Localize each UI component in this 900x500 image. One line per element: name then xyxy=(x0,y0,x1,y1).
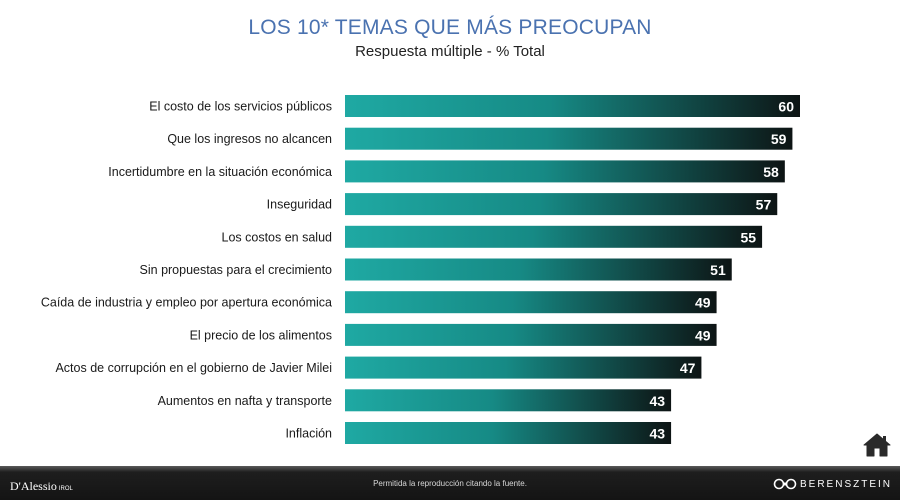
value-label: 55 xyxy=(741,229,757,245)
value-label: 47 xyxy=(680,360,696,376)
value-label: 60 xyxy=(778,99,794,115)
home-icon[interactable] xyxy=(862,432,892,458)
bar xyxy=(345,291,717,314)
category-label: Que los ingresos no alcancen xyxy=(167,132,332,146)
bar xyxy=(345,422,672,444)
bar xyxy=(345,389,672,412)
bar xyxy=(345,127,793,150)
berensztein-logo: BERENSZTEIN xyxy=(773,478,892,490)
bar xyxy=(345,258,732,281)
value-label: 49 xyxy=(695,295,711,311)
category-label: Incertidumbre en la situación económica xyxy=(108,165,332,179)
value-label: 43 xyxy=(650,426,666,442)
footer-bar: D'Alessio IROL Permitida la reproducción … xyxy=(0,466,900,500)
category-label: Inflación xyxy=(285,427,332,441)
value-label: 59 xyxy=(771,131,787,147)
bar xyxy=(345,323,717,346)
bar-chart: El costo de los servicios públicos 60 Que … xyxy=(41,95,800,444)
value-label: 57 xyxy=(756,197,772,213)
category-label: Caída de industria y empleo por apertura… xyxy=(41,296,332,310)
chart-subtitle: Respuesta múltiple - % Total xyxy=(355,43,545,60)
bar xyxy=(345,356,702,379)
footer-note: Permitida la reproducción citando la fue… xyxy=(373,479,527,488)
bar xyxy=(345,225,763,248)
value-label: 58 xyxy=(763,164,779,180)
dalessio-logo: D'Alessio IROL xyxy=(10,479,73,493)
category-label: El costo de los servicios públicos xyxy=(149,100,332,114)
value-label: 43 xyxy=(650,393,666,409)
category-label: Actos de corrupción en el gobierno de Ja… xyxy=(55,361,332,375)
category-label: Los costos en salud xyxy=(222,230,333,244)
value-label: 51 xyxy=(710,262,726,278)
value-label: 49 xyxy=(695,327,711,343)
bar xyxy=(345,95,800,117)
bar xyxy=(345,160,785,183)
category-label: Sin propuestas para el crecimiento xyxy=(140,263,333,277)
category-label: Aumentos en nafta y transporte xyxy=(158,394,332,408)
berensztein-mark-icon xyxy=(773,478,797,490)
bar xyxy=(345,193,778,216)
category-label: El precio de los alimentos xyxy=(190,328,332,342)
category-label: Inseguridad xyxy=(267,198,332,212)
chart-title: LOS 10* TEMAS QUE MÁS PREOCUPAN xyxy=(248,16,652,39)
